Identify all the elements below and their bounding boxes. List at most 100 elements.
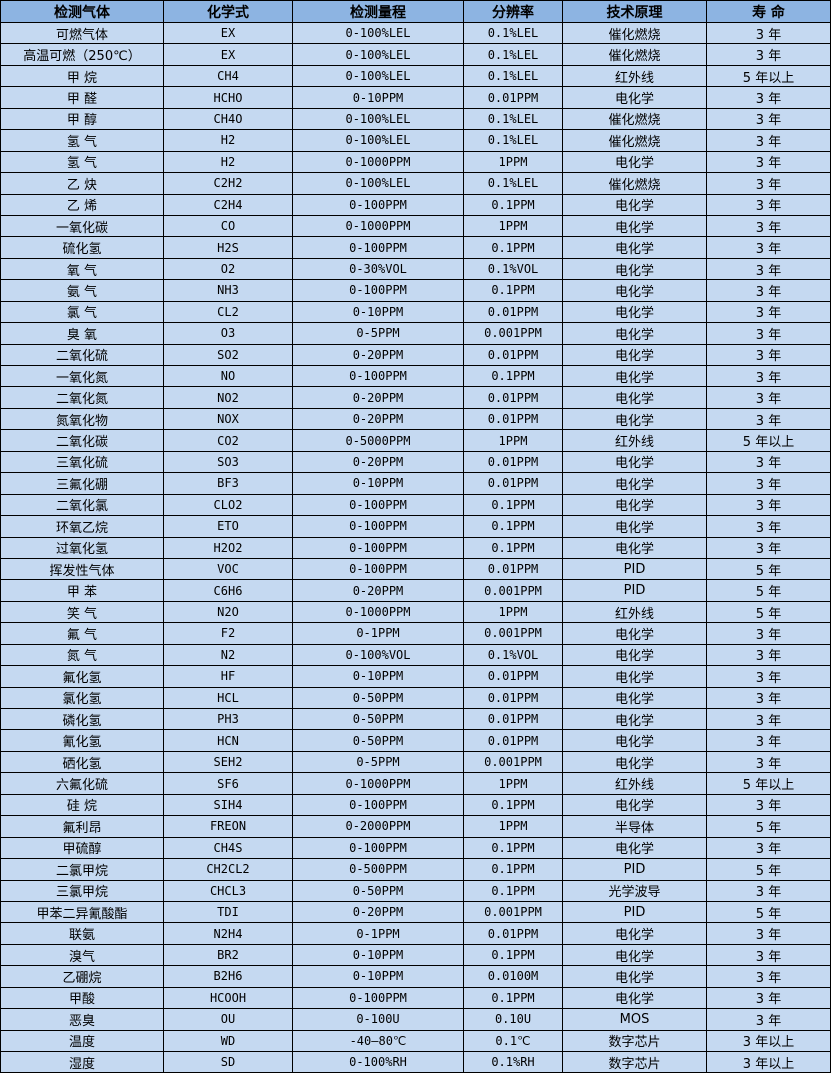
formula-cell: N2O	[163, 600, 293, 624]
formula-cell: H2O2	[163, 536, 293, 559]
resolution-cell: 1PPM	[463, 214, 563, 238]
range-cell: 0-1000PPM	[292, 600, 464, 624]
principle-cell: 催化燃烧	[562, 107, 707, 131]
principle-cell: 电化学	[562, 922, 707, 945]
lifespan-cell: 3 年	[706, 300, 831, 324]
gas-cell: 氟 气	[0, 622, 164, 645]
formula-cell: C2H2	[163, 172, 293, 195]
principle-cell: 电化学	[562, 407, 707, 431]
formula-cell: C6H6	[163, 579, 293, 602]
lifespan-cell: 3 年	[706, 965, 831, 988]
gas-cell: 氮 气	[0, 643, 164, 667]
principle-cell: 电化学	[562, 622, 707, 645]
lifespan-cell: 3 年	[706, 279, 831, 302]
range-cell: 0-100PPM	[292, 986, 464, 1010]
table-row: 甲硫醇 CH4S 0-100PPM 0.1PPM 电化学 3 年	[0, 836, 831, 860]
resolution-cell: 0.001PPM	[463, 750, 563, 774]
gas-cell: 乙硼烷	[0, 965, 164, 988]
table-row: 氯 气 CL2 0-10PPM 0.01PPM 电化学 3 年	[0, 300, 831, 324]
gas-cell: 乙 烯	[0, 193, 164, 216]
table-row: 氢 气 H2 0-100%LEL 0.1%LEL 催化燃烧 3 年	[0, 129, 831, 152]
table-row: 二氧化硫 SO2 0-20PPM 0.01PPM 电化学 3 年	[0, 343, 831, 367]
resolution-cell: 0.1%LEL	[463, 21, 563, 45]
formula-cell: SO3	[163, 450, 293, 474]
range-cell: 0-30%VOL	[292, 257, 464, 281]
gas-cell: 氧 气	[0, 257, 164, 281]
resolution-cell: 0.01PPM	[463, 407, 563, 431]
table-row: 三氟化硼 BF3 0-10PPM 0.01PPM 电化学 3 年	[0, 472, 831, 495]
principle-cell: 电化学	[562, 472, 707, 495]
resolution-cell: 0.01PPM	[463, 707, 563, 731]
gas-cell: 过氧化氢	[0, 536, 164, 559]
lifespan-cell: 3 年	[706, 364, 831, 388]
lifespan-cell: 3 年	[706, 450, 831, 474]
principle-cell: 电化学	[562, 515, 707, 538]
formula-cell: BR2	[163, 943, 293, 967]
gas-cell: 甲 苯	[0, 579, 164, 602]
lifespan-cell: 5 年	[706, 557, 831, 581]
principle-cell: 电化学	[562, 236, 707, 259]
resolution-cell: 0.1PPM	[463, 193, 563, 216]
principle-cell: 电化学	[562, 450, 707, 474]
gas-cell: 联氨	[0, 922, 164, 945]
table-row: 二氧化氯 CLO2 0-100PPM 0.1PPM 电化学 3 年	[0, 493, 831, 517]
formula-cell: HCHO	[163, 86, 293, 109]
header-range: 检测量程	[292, 0, 464, 23]
lifespan-cell: 5 年以上	[706, 429, 831, 452]
header-gas: 检测气体	[0, 0, 164, 23]
table-row: 氟利昂 FREON 0-2000PPM 1PPM 半导体 5 年	[0, 815, 831, 838]
range-cell: 0-100PPM	[292, 193, 464, 216]
gas-cell: 甲 醛	[0, 86, 164, 109]
table-row: 一氧化氮 NO 0-100PPM 0.1PPM 电化学 3 年	[0, 364, 831, 388]
principle-cell: 红外线	[562, 772, 707, 795]
principle-cell: 电化学	[562, 386, 707, 409]
range-cell: 0-1000PPM	[292, 214, 464, 238]
table-row: 三氯甲烷 CHCL3 0-50PPM 0.1PPM 光学波导 3 年	[0, 879, 831, 902]
principle-cell: 电化学	[562, 965, 707, 988]
resolution-cell: 0.1%VOL	[463, 257, 563, 281]
lifespan-cell: 3 年	[706, 172, 831, 195]
resolution-cell: 0.01PPM	[463, 343, 563, 367]
gas-cell: 一氧化氮	[0, 364, 164, 388]
formula-cell: H2	[163, 150, 293, 174]
range-cell: 0-10PPM	[292, 472, 464, 495]
gas-cell: 臭 氧	[0, 322, 164, 345]
principle-cell: 电化学	[562, 343, 707, 367]
formula-cell: NO	[163, 364, 293, 388]
gas-cell: 甲 烷	[0, 64, 164, 88]
lifespan-cell: 3 年	[706, 622, 831, 645]
resolution-cell: 0.1PPM	[463, 943, 563, 967]
principle-cell: 催化燃烧	[562, 172, 707, 195]
gas-cell: 六氟化硫	[0, 772, 164, 795]
resolution-cell: 0.0100M	[463, 965, 563, 988]
table-row: 可燃气体 EX 0-100%LEL 0.1%LEL 催化燃烧 3 年	[0, 21, 831, 45]
table-row: 挥发性气体 VOC 0-100PPM 0.01PPM PID 5 年	[0, 557, 831, 581]
lifespan-cell: 3 年	[706, 493, 831, 517]
gas-cell: 乙 炔	[0, 172, 164, 195]
range-cell: 0-1PPM	[292, 622, 464, 645]
lifespan-cell: 3 年	[706, 43, 831, 66]
gas-cell: 二氧化氮	[0, 386, 164, 409]
table-row: 湿度 SD 0-100%RH 0.1%RH 数字芯片 3 年以上	[0, 1050, 831, 1074]
resolution-cell: 0.10U	[463, 1008, 563, 1031]
gas-cell: 三氯甲烷	[0, 879, 164, 902]
table-row: 甲 醛 HCHO 0-10PPM 0.01PPM 电化学 3 年	[0, 86, 831, 109]
principle-cell: 电化学	[562, 193, 707, 216]
formula-cell: NH3	[163, 279, 293, 302]
resolution-cell: 0.01PPM	[463, 686, 563, 710]
gas-cell: 甲酸	[0, 986, 164, 1010]
principle-cell: 电化学	[562, 322, 707, 345]
principle-cell: 催化燃烧	[562, 43, 707, 66]
lifespan-cell: 3 年	[706, 643, 831, 667]
table-row: 环氧乙烷 ETO 0-100PPM 0.1PPM 电化学 3 年	[0, 515, 831, 538]
principle-cell: 电化学	[562, 686, 707, 710]
gas-cell: 三氟化硼	[0, 472, 164, 495]
range-cell: 0-100%LEL	[292, 43, 464, 66]
table-row: 过氧化氢 H2O2 0-100PPM 0.1PPM 电化学 3 年	[0, 536, 831, 559]
table-row: 硅 烷 SIH4 0-100PPM 0.1PPM 电化学 3 年	[0, 793, 831, 817]
resolution-cell: 0.1PPM	[463, 493, 563, 517]
lifespan-cell: 3 年	[706, 1008, 831, 1031]
range-cell: 0-100PPM	[292, 836, 464, 860]
table-row: 氮 气 N2 0-100%VOL 0.1%VOL 电化学 3 年	[0, 643, 831, 667]
lifespan-cell: 3 年以上	[706, 1029, 831, 1053]
